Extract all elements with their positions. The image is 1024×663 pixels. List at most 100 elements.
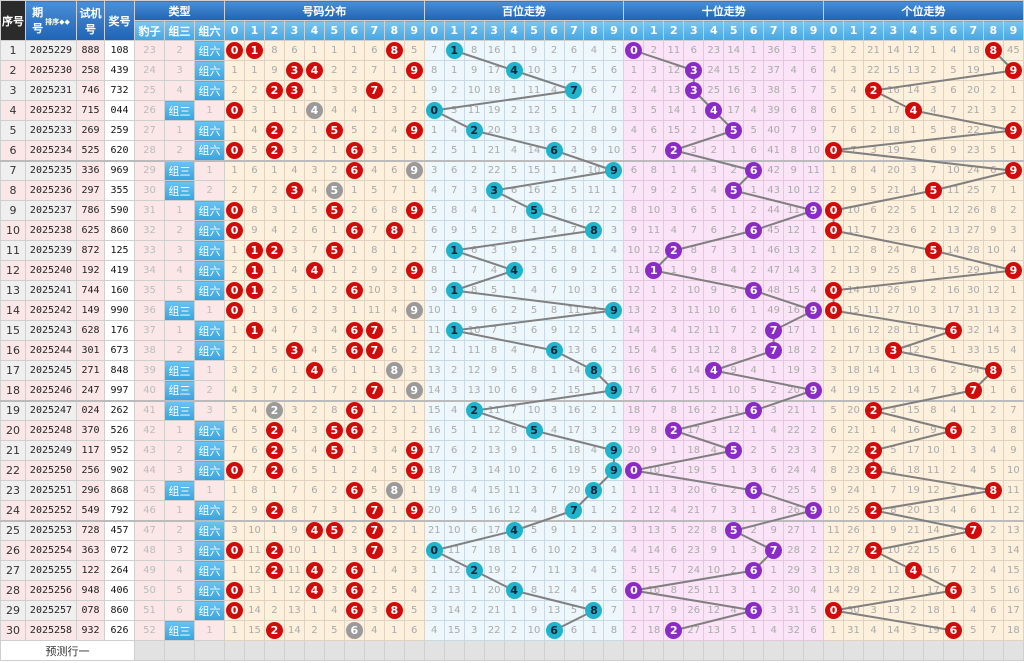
forecast-cell[interactable] bbox=[843, 640, 865, 661]
forecast-cell[interactable] bbox=[134, 640, 165, 661]
dist-cell: 2 bbox=[363, 580, 385, 601]
forecast-cell[interactable] bbox=[503, 640, 525, 661]
forecast-cell[interactable] bbox=[683, 640, 705, 661]
units-cell: 8 bbox=[942, 120, 964, 141]
forecast-cell[interactable] bbox=[783, 640, 805, 661]
hundreds-cell: 1 bbox=[523, 220, 545, 241]
tens-cell: 5 bbox=[743, 120, 765, 141]
forecast-cell[interactable] bbox=[483, 640, 505, 661]
forecast-cell[interactable] bbox=[703, 640, 725, 661]
tens-cell: 6 bbox=[663, 540, 685, 561]
forecast-cell[interactable] bbox=[363, 640, 385, 661]
hundreds-cell: 1 bbox=[423, 120, 445, 141]
tens-ball-icon: 9 bbox=[805, 202, 823, 219]
tens-cell: 3 bbox=[743, 460, 765, 481]
tens-cell: 3 bbox=[663, 480, 685, 501]
dist-cell: 2 bbox=[224, 500, 245, 521]
forecast-cell[interactable] bbox=[224, 640, 245, 661]
forecast-cell[interactable] bbox=[423, 640, 445, 661]
tens-cell: 3 bbox=[763, 600, 785, 621]
type-miss: 47 bbox=[134, 519, 165, 541]
forecast-cell[interactable] bbox=[303, 640, 325, 661]
forecast-cell[interactable] bbox=[663, 640, 685, 661]
forecast-cell[interactable] bbox=[343, 640, 365, 661]
forecast-cell[interactable] bbox=[883, 640, 904, 661]
forecast-cell[interactable] bbox=[623, 640, 645, 661]
forecast-cell[interactable] bbox=[803, 640, 825, 661]
forecast-cell[interactable] bbox=[403, 640, 425, 661]
forecast-cell[interactable] bbox=[863, 640, 884, 661]
forecast-cell[interactable] bbox=[244, 640, 265, 661]
tens-cell: 1 bbox=[743, 500, 765, 521]
tens-cell: 11 bbox=[683, 300, 705, 321]
dist-cell: 1 bbox=[244, 240, 265, 261]
units-cell: 31 bbox=[962, 300, 984, 321]
forecast-cell[interactable] bbox=[583, 640, 605, 661]
tens-cell: 2 bbox=[803, 340, 825, 361]
forecast-cell[interactable] bbox=[743, 640, 765, 661]
forecast-cell[interactable] bbox=[443, 640, 465, 661]
units-cell: 2 bbox=[942, 460, 964, 481]
units-cell: 25 bbox=[843, 500, 865, 521]
units-cell: 17 bbox=[922, 580, 944, 601]
hundreds-cell: 8 bbox=[463, 40, 485, 61]
hundreds-ball-icon: 6 bbox=[545, 342, 563, 359]
forecast-cell[interactable] bbox=[383, 640, 405, 661]
forecast-cell[interactable] bbox=[922, 640, 944, 661]
dist-cell: 1 bbox=[283, 200, 305, 221]
table-row: 25 2025253 728 457 47 2 组六 3 10 1 9 4 5 2 7 2 1 21 10 6 17 4 5… bbox=[0, 519, 1024, 541]
units-cell: 7 bbox=[922, 159, 944, 181]
dist-cell: 3 bbox=[303, 320, 325, 341]
hundreds-cell: 20 bbox=[423, 500, 445, 521]
hundreds-cell: 5 bbox=[463, 500, 485, 521]
hundreds-cell: 11 bbox=[483, 399, 505, 421]
type-miss: 5 bbox=[164, 280, 195, 301]
cell-period: 2025238 bbox=[25, 220, 77, 241]
units-cell: 11 bbox=[902, 320, 924, 341]
tens-cell: 27 bbox=[683, 620, 705, 641]
type-badge: 组六 bbox=[193, 200, 226, 221]
hundreds-cell: 9 bbox=[443, 220, 465, 241]
forecast-cell[interactable] bbox=[164, 640, 195, 661]
dist-cell: 2 bbox=[263, 180, 285, 201]
forecast-cell[interactable] bbox=[193, 640, 226, 661]
forecast-cell[interactable] bbox=[902, 640, 924, 661]
hundreds-cell: 4 bbox=[463, 480, 485, 501]
forecast-cell[interactable] bbox=[962, 640, 984, 661]
sort-label[interactable]: 排序 bbox=[45, 18, 60, 26]
dist-cell: 6 bbox=[343, 480, 365, 501]
forecast-cell[interactable] bbox=[603, 640, 625, 661]
hundreds-cell: 7 bbox=[563, 500, 585, 521]
dist-cell: 3 bbox=[263, 200, 285, 221]
forecast-cell[interactable] bbox=[283, 640, 305, 661]
tens-cell: 1 bbox=[743, 180, 765, 201]
forecast-cell[interactable] bbox=[982, 640, 1004, 661]
dist-cell: 1 bbox=[224, 120, 245, 141]
tens-cell: 13 bbox=[623, 300, 645, 321]
cell-draw: 620 bbox=[104, 140, 135, 161]
forecast-cell[interactable] bbox=[523, 640, 545, 661]
dist-ball-icon: 1 bbox=[245, 262, 263, 279]
forecast-cell[interactable] bbox=[763, 640, 785, 661]
tens-cell: 8 bbox=[683, 240, 705, 261]
hundreds-cell: 5 bbox=[563, 600, 585, 621]
hundreds-cell: 2 bbox=[603, 200, 625, 221]
forecast-cell[interactable] bbox=[643, 640, 665, 661]
forecast-cell[interactable] bbox=[723, 640, 745, 661]
forecast-cell[interactable] bbox=[1002, 640, 1024, 661]
forecast-cell[interactable] bbox=[263, 640, 285, 661]
tens-cell: 25 bbox=[783, 480, 805, 501]
forecast-cell[interactable] bbox=[463, 640, 485, 661]
tens-cell: 12 bbox=[703, 600, 725, 621]
units-cell: 12 bbox=[883, 580, 904, 601]
table-row: 26 2025254 363 072 48 3 组六 0 11 2 10 1 1 3 7 3 2 0 11 7 18 1 6… bbox=[0, 540, 1024, 561]
forecast-cell[interactable] bbox=[942, 640, 964, 661]
sort-arrows-icon[interactable]: ◆◆ bbox=[59, 18, 70, 26]
forecast-cell[interactable] bbox=[563, 640, 585, 661]
forecast-cell[interactable] bbox=[823, 640, 845, 661]
header-period[interactable]: 期号 排序◆◆ bbox=[25, 0, 77, 41]
forecast-cell[interactable] bbox=[323, 640, 345, 661]
hundreds-cell: 9 bbox=[563, 260, 585, 281]
table-row: 29 2025257 078 860 51 6 组六 0 14 2 13 1 4 6 3 8 5 3 14 2 21 1 9… bbox=[0, 600, 1024, 621]
forecast-cell[interactable] bbox=[543, 640, 565, 661]
